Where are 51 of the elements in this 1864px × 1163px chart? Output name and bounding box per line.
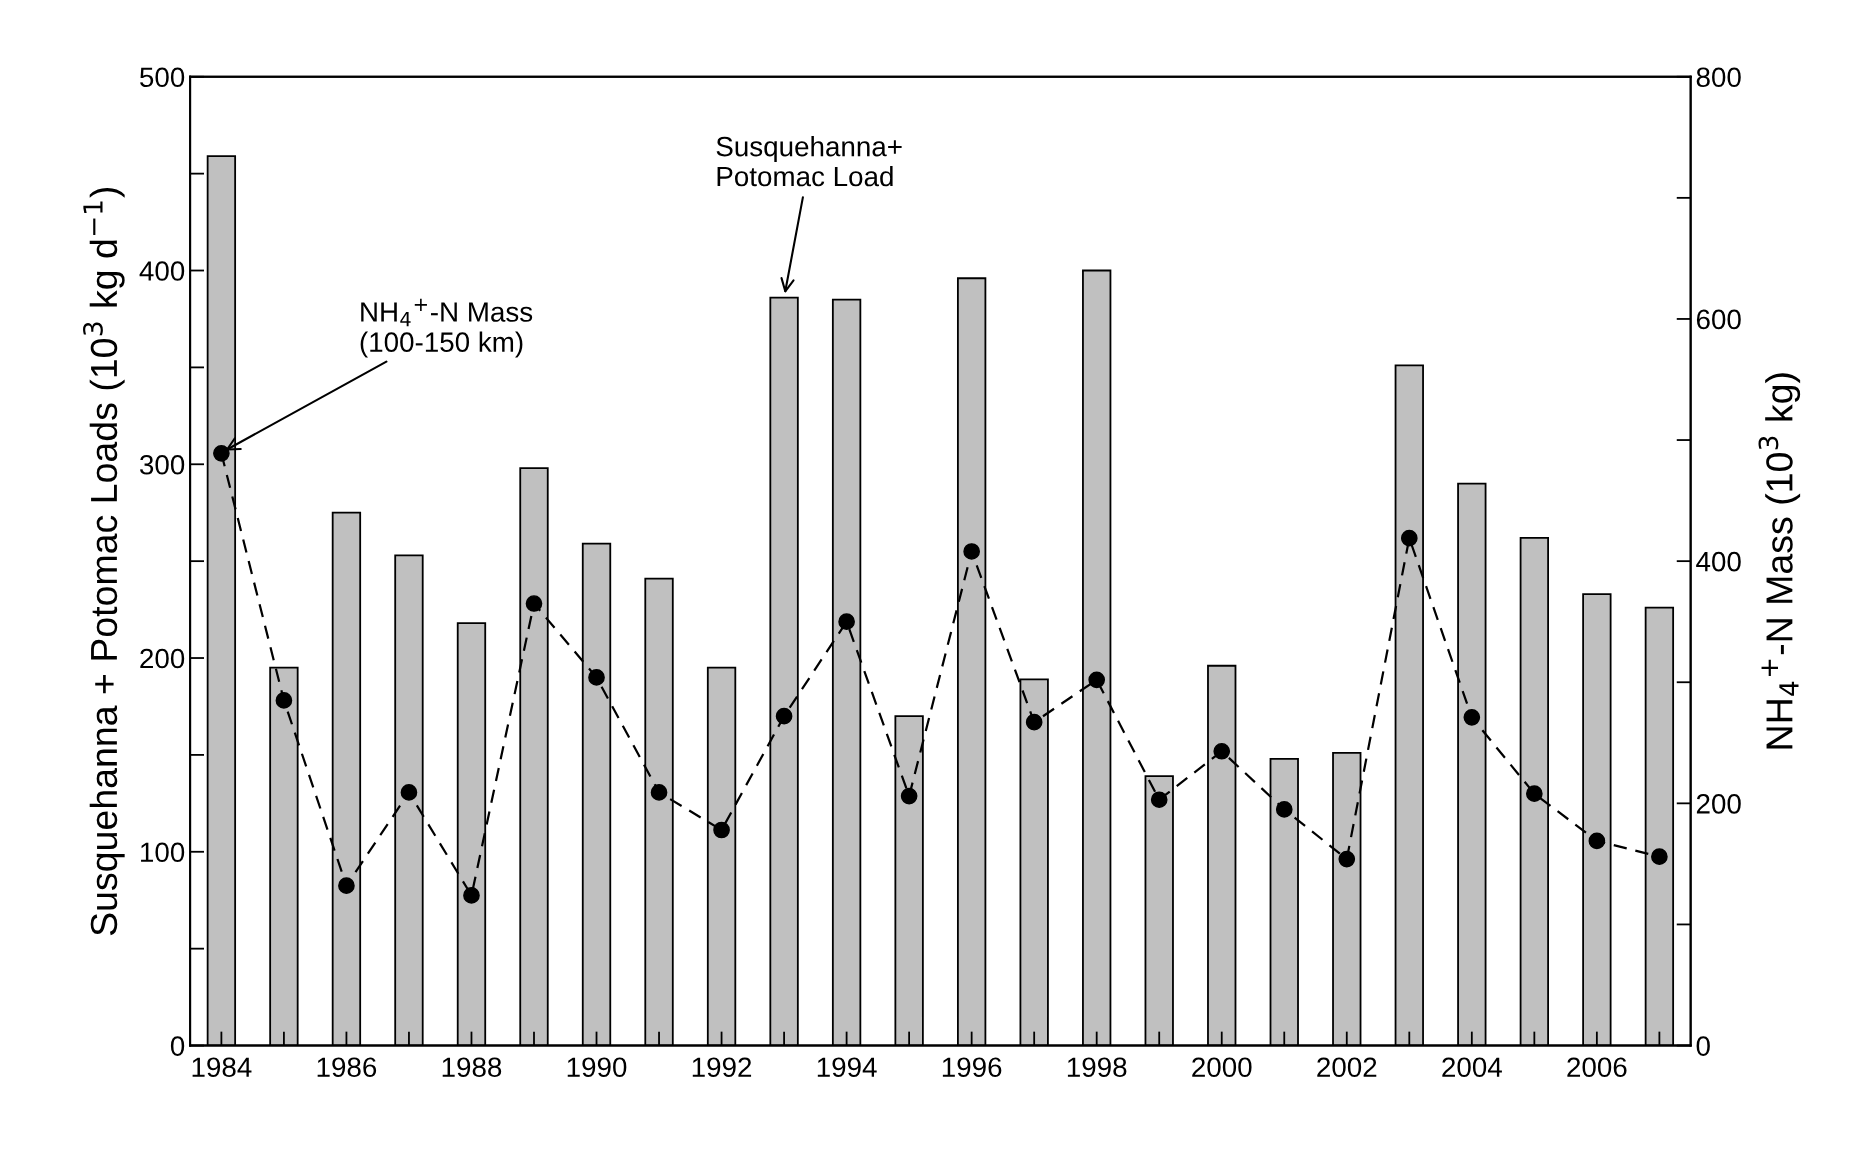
annotation: Susquehanna+ Potomac Load (716, 136, 902, 187)
y-tick-label: 200 (140, 648, 185, 669)
y2-tick-label: 400 (1696, 551, 1741, 572)
x-tick-label: 2004 (1442, 1057, 1502, 1078)
point (775, 707, 793, 725)
point (1526, 785, 1543, 802)
point (1651, 848, 1668, 865)
y-tick-label: 500 (140, 67, 185, 88)
point (463, 887, 480, 904)
y-tick-label: 0 (170, 1036, 185, 1056)
y2-axis-title: NH$_{4}$$^{+}$-N Mass (10$^{3}$ kg) (1758, 373, 1801, 749)
annotation: NH$_{4}$$^{+}$-N Mass (100-150 km) (360, 298, 533, 358)
y-tick-label: 400 (139, 261, 185, 281)
y-axis-title: Susquehanna + Potomac Loads (10$^{3}$ kg d$^{−1}$) (83, 187, 125, 936)
point (588, 669, 605, 686)
point (525, 595, 543, 612)
y2-tick-label: 600 (1696, 309, 1741, 330)
point (338, 877, 355, 895)
x-tick-label: 1992 (692, 1057, 752, 1078)
point (400, 784, 418, 801)
y2-tick-label: 800 (1696, 67, 1741, 88)
point (1275, 801, 1293, 818)
point (1025, 713, 1043, 731)
point (1588, 832, 1606, 850)
point (1088, 671, 1106, 689)
y2-tick-label: 200 (1696, 794, 1741, 814)
y-tick-label: 100 (141, 842, 185, 863)
x-tick-label: 1998 (1067, 1057, 1127, 1078)
y-tick-label: 300 (139, 454, 185, 475)
x-tick-label: 1994 (817, 1057, 877, 1078)
x-tick-label: 1984 (192, 1057, 252, 1078)
x-tick-label: 1986 (317, 1057, 377, 1078)
x-tick-label: 1988 (442, 1057, 502, 1078)
point (650, 784, 668, 801)
x-tick-label: 2002 (1317, 1057, 1377, 1078)
y2-tick-label: 0 (1696, 1036, 1710, 1056)
point (1150, 791, 1168, 809)
point (1213, 742, 1231, 760)
point (1400, 529, 1418, 547)
point (963, 543, 980, 560)
x-tick-label: 2000 (1192, 1057, 1252, 1078)
point (713, 821, 730, 839)
point (838, 613, 855, 631)
point (275, 692, 293, 709)
point (1463, 709, 1481, 726)
x-tick-label: 1996 (942, 1057, 1002, 1078)
point (900, 787, 918, 805)
x-tick-label: 1990 (567, 1057, 627, 1078)
x-tick-label: 2006 (1567, 1057, 1627, 1078)
point (1338, 850, 1356, 868)
point (213, 445, 230, 462)
